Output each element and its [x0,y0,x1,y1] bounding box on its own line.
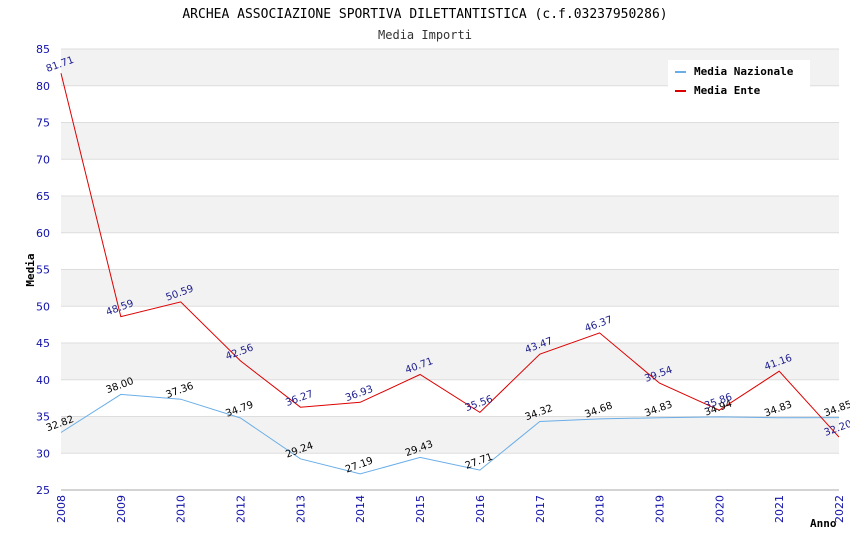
series-line-media-nazionale [60,393,840,475]
y-tick-label: 85 [36,43,50,56]
data-label-media-nazionale: 37.36 [165,381,196,401]
y-tick-label: 30 [36,447,50,460]
data-label-media-nazionale: 27.71 [464,452,495,472]
grid-band [61,269,839,307]
y-tick-label: 55 [36,264,50,277]
grid-band [61,416,839,454]
x-tick-label: 2014 [354,495,367,523]
x-tick-label: 2010 [175,495,188,523]
y-tick-label: 40 [36,374,50,387]
series-lines [60,73,840,475]
legend: Media Nazionale Media Ente [668,60,810,100]
grid-band [61,343,839,380]
data-label-media-ente: 35.56 [464,394,495,414]
x-tick-label: 2020 [713,495,726,523]
chart-subtitle: Media Importi [378,28,472,42]
y-tick-label: 50 [36,300,50,313]
y-tick-label: 80 [36,80,50,93]
legend-box [668,60,810,100]
y-tick-label: 60 [36,227,50,240]
x-tick-label: 2017 [534,495,547,523]
y-axis-ticks: 25 30 35 40 45 50 55 60 65 70 75 80 85 [36,43,50,497]
series-line-media-ente [60,73,840,438]
data-label-media-ente: 36.93 [344,384,375,404]
x-tick-label: 2008 [55,495,68,523]
x-tick-label: 2019 [653,495,666,523]
grid-band [61,196,839,233]
y-tick-label: 75 [36,117,50,130]
y-tick-label: 45 [36,337,50,350]
y-tick-label: 25 [36,484,50,497]
x-axis-ticks: 2008 2009 2010 2012 2013 2014 2015 2016 2017 2018… [55,495,846,523]
grid-band [61,122,839,160]
chart-title: ARCHEA ASSOCIAZIONE SPORTIVA DILETTANTIS… [182,7,667,22]
data-label-media-nazionale: 27.19 [344,455,375,475]
x-tick-label: 2021 [773,495,786,523]
x-tick-label: 2022 [833,495,846,523]
y-tick-label: 65 [36,190,50,203]
x-axis-label: Anno [810,517,837,530]
x-tick-label: 2016 [474,495,487,523]
x-tick-label: 2018 [594,495,607,523]
y-axis-label: Media [24,253,37,286]
x-tick-label: 2012 [235,495,248,523]
data-label-media-ente: 46.37 [583,314,614,334]
x-tick-label: 2013 [294,495,307,523]
y-tick-label: 35 [36,411,50,424]
x-tick-label: 2015 [414,495,427,523]
legend-label-media-nazionale: Media Nazionale [694,65,794,78]
x-tick-label: 2009 [115,495,128,523]
y-tick-label: 70 [36,153,50,166]
legend-label-media-ente: Media Ente [694,84,761,97]
